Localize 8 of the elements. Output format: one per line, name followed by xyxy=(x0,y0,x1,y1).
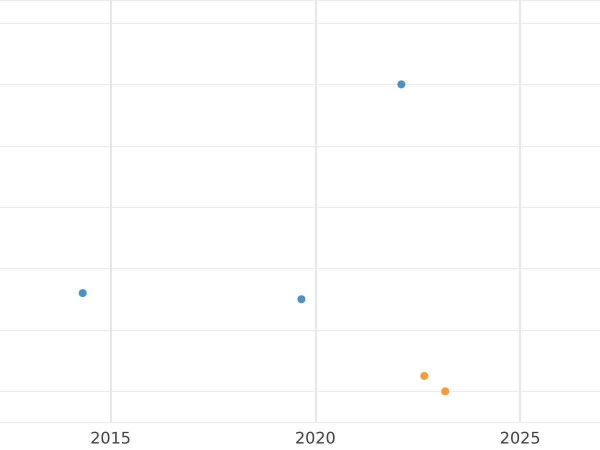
point xyxy=(297,295,306,304)
point xyxy=(397,80,406,88)
x-tick-label: 2020 xyxy=(295,428,336,448)
point xyxy=(420,372,428,380)
x-tick-label: 2025 xyxy=(500,428,540,448)
x-tick-label: 2015 xyxy=(90,428,131,448)
point xyxy=(441,387,450,396)
point xyxy=(78,289,87,298)
